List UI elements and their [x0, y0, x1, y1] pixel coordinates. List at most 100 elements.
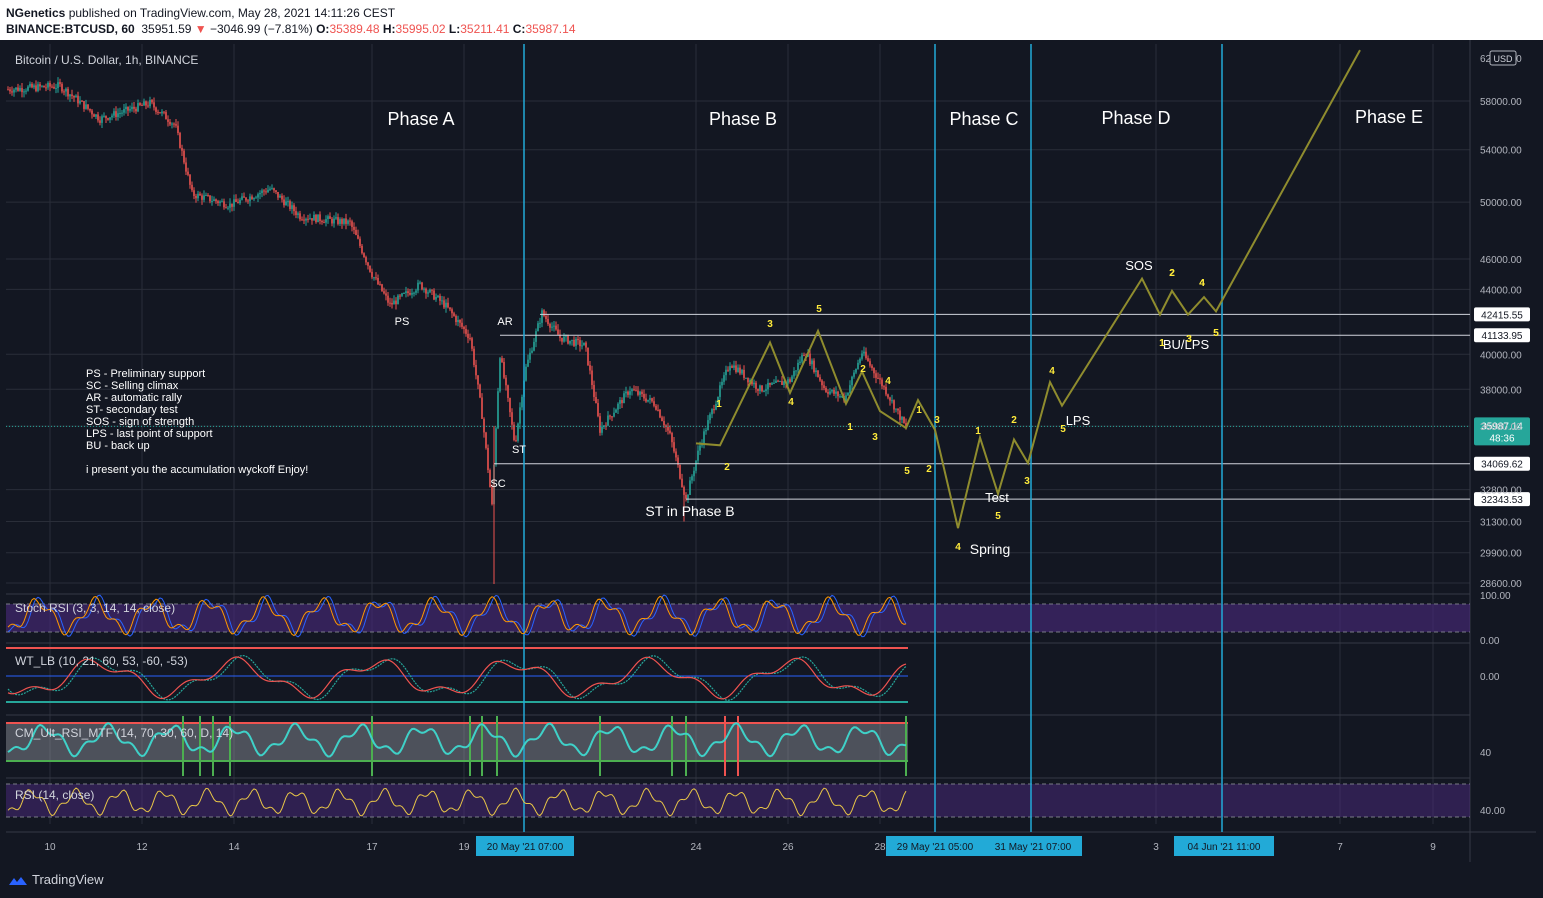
wave-number: 1	[1159, 338, 1165, 349]
candle-body	[183, 150, 185, 163]
annotation: Spring	[970, 541, 1010, 557]
candle-body	[55, 88, 57, 90]
candle-body	[465, 328, 467, 334]
last-price-tag	[1474, 417, 1530, 446]
candle-body	[611, 416, 613, 418]
countdown-label: 48:36	[1489, 433, 1514, 444]
candle-body	[505, 377, 507, 386]
candle-body	[515, 440, 517, 442]
price-line-label: 41133.95	[1482, 331, 1523, 342]
indicator-tick: 0.00	[1480, 672, 1500, 683]
candle-body	[385, 293, 387, 296]
x-tick-label: 14	[228, 842, 240, 853]
candle-body	[873, 368, 875, 374]
candle-body	[899, 410, 901, 420]
candle-body	[367, 262, 369, 266]
legend-line: LPS - last point of support	[86, 428, 213, 440]
chart-title: Bitcoin / U.S. Dollar, 1h, BINANCE	[15, 53, 198, 67]
candle-body	[61, 83, 63, 92]
time-axis[interactable]: 10 12 14 17 19 24 26 28 3 7 9 20 May '21 07:00 29 Ma…	[44, 836, 1436, 856]
candle-body	[659, 409, 661, 418]
candle-body	[237, 201, 239, 204]
candle-body	[487, 447, 489, 471]
candle-body	[373, 277, 375, 279]
candle-body	[881, 379, 883, 387]
candle-body	[587, 347, 589, 366]
candle-body	[681, 478, 683, 488]
candle-body	[721, 381, 723, 386]
publisher-name[interactable]: NGenetics	[6, 6, 66, 20]
symbol-label: BINANCE:BTCUSD, 60	[6, 22, 135, 36]
candle-body	[255, 197, 257, 199]
y-tick-label: 40000.00	[1480, 350, 1522, 361]
candle-body	[555, 325, 557, 330]
wave-number: 5	[904, 466, 910, 477]
candle-body	[261, 190, 263, 194]
open-label: O:	[316, 22, 330, 36]
candle-body	[401, 293, 403, 296]
candle-body	[127, 106, 129, 111]
chart-svg[interactable]: Bitcoin / U.S. Dollar, 1h, BINANCE Phase …	[0, 40, 1543, 862]
candle-body	[827, 391, 829, 394]
candle-body	[725, 369, 727, 376]
candle-body	[847, 392, 849, 396]
wave-number: 4	[1199, 278, 1205, 289]
annotation: Test	[985, 490, 1009, 505]
annotation: SOS	[1125, 258, 1153, 273]
candle-body	[201, 195, 203, 200]
candle-body	[777, 380, 779, 382]
candle-body	[661, 417, 663, 422]
candle-body	[395, 300, 397, 305]
candle-body	[113, 111, 115, 116]
candle-body	[7, 89, 9, 91]
candle-body	[369, 265, 371, 272]
candle-body	[293, 205, 295, 212]
candle-body	[877, 377, 879, 379]
candle-body	[845, 395, 847, 401]
candle-body	[757, 388, 759, 391]
candle-body	[593, 385, 595, 397]
wave-number: 4	[788, 397, 794, 408]
candle-body	[211, 200, 213, 202]
candle-body	[643, 394, 645, 399]
price-axis[interactable]: 42415.55 41133.95 34069.62 32343.53 35987.14…	[1474, 50, 1530, 590]
candle-body	[579, 340, 581, 347]
candle-body	[359, 238, 361, 246]
candle-body	[473, 348, 475, 365]
candle-body	[111, 115, 113, 118]
candle-body	[271, 188, 273, 190]
candle-body	[307, 218, 309, 220]
candle-body	[241, 196, 243, 200]
candle-body	[77, 95, 79, 104]
candle-body	[463, 326, 465, 329]
candle-body	[479, 384, 481, 398]
candle-body	[405, 291, 407, 293]
tradingview-logo[interactable]: TradingView	[8, 872, 104, 887]
candle-body	[823, 385, 825, 388]
candle-body	[235, 199, 237, 202]
candle-body	[699, 445, 701, 451]
candle-body	[457, 319, 459, 323]
candle-body	[803, 355, 805, 357]
indicator-panes	[6, 603, 1470, 818]
candle-body	[669, 430, 671, 433]
candle-body	[75, 95, 77, 98]
legend-line: SOS - sign of strength	[86, 416, 194, 428]
candle-body	[719, 385, 721, 397]
candle-body	[421, 282, 423, 290]
open-value: 35389.48	[329, 22, 380, 36]
candle-body	[599, 416, 601, 433]
candle-body	[115, 111, 117, 117]
candle-body	[737, 367, 739, 372]
candle-body	[559, 334, 561, 338]
candle-body	[93, 114, 95, 117]
x-highlight-label: 20 May '21 07:00	[487, 842, 564, 853]
candle-body	[137, 103, 139, 112]
chart-area[interactable]: Bitcoin / U.S. Dollar, 1h, BINANCE Phase …	[0, 40, 1543, 862]
wave-number: 3	[1186, 334, 1192, 345]
candle-body	[297, 213, 299, 215]
x-highlight-label: 31 May '21 07:00	[995, 842, 1072, 853]
candle-body	[147, 105, 149, 107]
candle-body	[231, 203, 233, 207]
candle-body	[657, 409, 659, 411]
